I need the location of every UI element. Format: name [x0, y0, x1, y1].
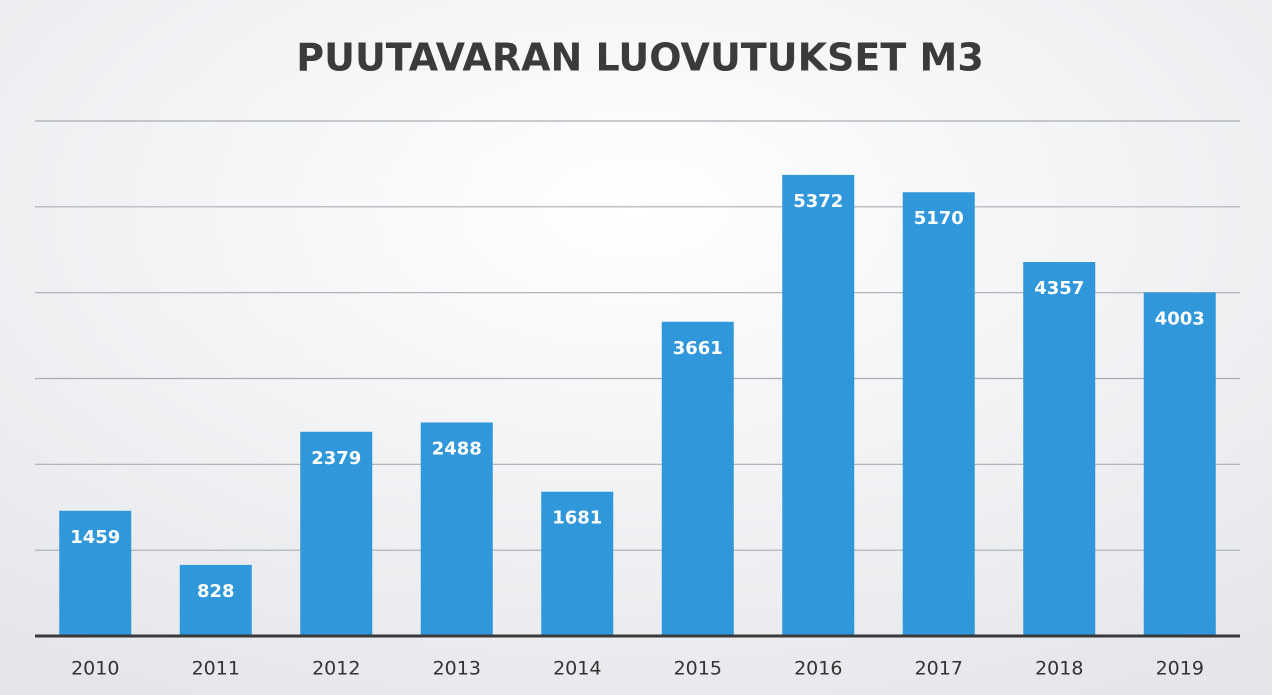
- x-tick-label: 2012: [312, 658, 360, 680]
- x-tick-label: 2018: [1035, 658, 1083, 680]
- data-label: 828: [197, 581, 235, 602]
- bar: [179, 564, 252, 636]
- data-label: 4003: [1155, 308, 1205, 329]
- bar: [541, 491, 614, 636]
- data-label: 2488: [432, 438, 482, 459]
- x-tick-label: 2017: [915, 658, 963, 680]
- x-tick-label: 2016: [794, 658, 842, 680]
- x-tick-label: 2019: [1156, 658, 1204, 680]
- bar: [782, 174, 855, 637]
- data-label: 1681: [552, 508, 602, 529]
- x-tick-label: 2011: [192, 658, 240, 680]
- data-label: 4357: [1034, 278, 1084, 299]
- data-label: 2379: [311, 448, 361, 469]
- bar: [1023, 262, 1096, 636]
- data-label: 5170: [914, 208, 964, 229]
- bar: [661, 321, 734, 636]
- bar: [300, 431, 373, 636]
- data-label: 1459: [70, 527, 120, 548]
- chart-title: PUUTAVARAN LUOVUTUKSET M3: [296, 36, 984, 80]
- bar: [59, 510, 132, 636]
- data-label: 5372: [793, 191, 843, 212]
- x-tick-label: 2010: [71, 658, 119, 680]
- x-tick-label: 2014: [553, 658, 601, 680]
- x-tick-label: 2015: [674, 658, 722, 680]
- bar: [902, 192, 975, 636]
- bar: [420, 422, 493, 636]
- data-label: 3661: [673, 338, 723, 359]
- x-tick-label: 2013: [433, 658, 481, 680]
- bar: [1143, 292, 1216, 636]
